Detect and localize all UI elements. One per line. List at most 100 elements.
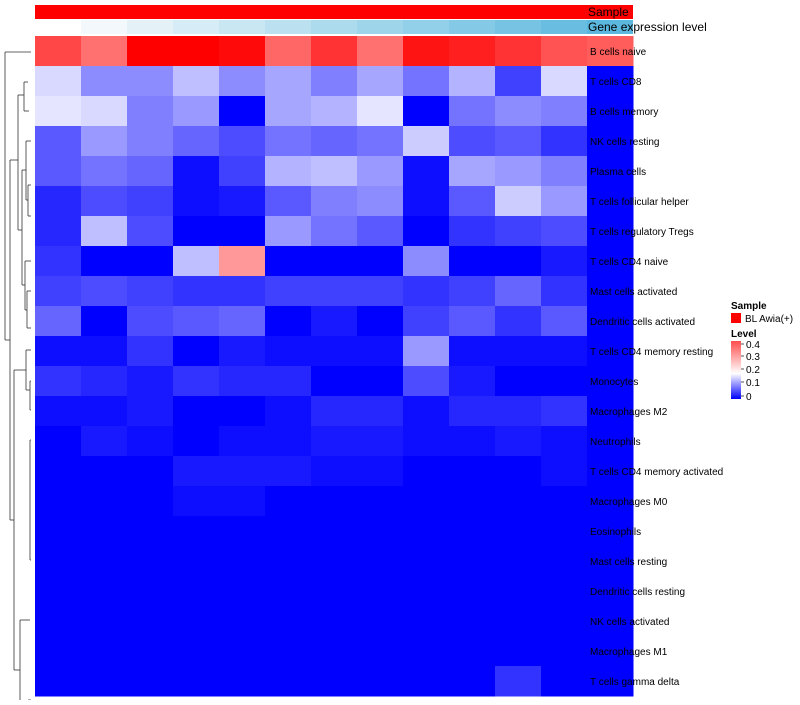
heatmap-cell (219, 606, 266, 637)
heatmap-cell (495, 126, 542, 157)
heatmap-cell (35, 276, 82, 307)
heatmap-cell (173, 606, 220, 637)
heatmap-cell (81, 156, 128, 187)
heatmap-cell (587, 486, 634, 517)
heatmap-cell (403, 216, 450, 247)
heatmap-cell (127, 36, 174, 67)
heatmap-cell (357, 546, 404, 577)
heatmap-cell (495, 606, 542, 637)
heatmap-cell (81, 606, 128, 637)
heatmap-cell (81, 576, 128, 607)
heatmap-cell (311, 426, 358, 457)
heatmap-cell (495, 366, 542, 397)
heatmap-cell (127, 426, 174, 457)
heatmap-cell (541, 36, 588, 67)
heatmap-cell (127, 636, 174, 667)
heatmap-cell (357, 486, 404, 517)
heatmap-cell (35, 576, 82, 607)
heatmap-cell (403, 426, 450, 457)
heatmap-cell (449, 36, 496, 67)
heatmap-cell (541, 66, 588, 97)
heatmap-cell (311, 486, 358, 517)
heatmap-cell (265, 486, 312, 517)
heatmap-cell (357, 36, 404, 67)
heatmap-cell (35, 396, 82, 427)
heatmap-cell (495, 546, 542, 577)
heatmap-cell (219, 216, 266, 247)
row-label: Neutrophils (590, 437, 641, 448)
heatmap-cell (449, 426, 496, 457)
heatmap-cell (173, 216, 220, 247)
heatmap-cell (311, 216, 358, 247)
heatmap-cell (495, 246, 542, 277)
heatmap-cell (81, 546, 128, 577)
heatmap-cell (541, 306, 588, 337)
heatmap-cell (219, 516, 266, 547)
heatmap-cell (541, 156, 588, 187)
sample-annotation-label: Sample (588, 5, 629, 19)
heatmap-cell (403, 606, 450, 637)
heatmap-cell (541, 546, 588, 577)
row-label: T cells CD8 (590, 77, 642, 88)
heatmap-cell (81, 246, 128, 277)
heatmap-cell (449, 486, 496, 517)
heatmap-cell (541, 456, 588, 487)
heatmap-cell (357, 96, 404, 127)
heatmap-cell (357, 456, 404, 487)
heatmap-cell (127, 456, 174, 487)
heatmap-cell (127, 366, 174, 397)
heatmap-cell (449, 216, 496, 247)
heatmap-cell (265, 546, 312, 577)
heatmap-cell (311, 396, 358, 427)
heatmap-cell (81, 396, 128, 427)
heatmap-cell (81, 186, 128, 217)
heatmap-cell (35, 336, 82, 367)
heatmap-cell (173, 396, 220, 427)
heatmap-cell (81, 126, 128, 157)
heatmap-cell (173, 246, 220, 277)
heatmap-cell (311, 546, 358, 577)
heatmap-cell (265, 306, 312, 337)
heatmap-cell (35, 546, 82, 577)
heatmap-cell (357, 216, 404, 247)
heatmap-cell (81, 96, 128, 127)
heatmap-cell (403, 126, 450, 157)
heatmap-cell (541, 666, 588, 697)
heatmap-cell (541, 126, 588, 157)
heatmap-cell (173, 36, 220, 67)
heatmap-cell (311, 366, 358, 397)
heatmap-cell (127, 666, 174, 697)
row-label: T cells CD4 memory activated (590, 467, 723, 478)
gene-annotation-cell (219, 20, 265, 34)
heatmap-cell (311, 246, 358, 277)
heatmap-cell (357, 336, 404, 367)
heatmap-cell (449, 246, 496, 277)
gene-annotation-label: Gene expression level (588, 20, 707, 34)
heatmap-cell (35, 126, 82, 157)
heatmap-cell (495, 216, 542, 247)
gene-annotation-cell (587, 20, 633, 34)
heatmap-cell (587, 276, 634, 307)
heatmap-cell (219, 156, 266, 187)
heatmap-cell (35, 456, 82, 487)
heatmap-cell (449, 546, 496, 577)
legend-tick-label: 0.3 (746, 352, 760, 363)
heatmap-cell (449, 306, 496, 337)
heatmap-cell (311, 666, 358, 697)
heatmap-cell (35, 606, 82, 637)
heatmap-cell (219, 426, 266, 457)
heatmap-cell (357, 306, 404, 337)
heatmap-cell (403, 576, 450, 607)
heatmap-cell (403, 366, 450, 397)
heatmap-cell (219, 186, 266, 217)
heatmap-cell (173, 156, 220, 187)
heatmap-cell (587, 156, 634, 187)
legend: Sample BL Awia(+) Level 0.40.3 0.2 0.1 0 (731, 301, 793, 403)
heatmap-cell (265, 576, 312, 607)
heatmap-cell (357, 246, 404, 277)
heatmap-cell (495, 186, 542, 217)
legend-sample-entry: BL Awia(+) (745, 314, 793, 325)
heatmap-cell (265, 216, 312, 247)
heatmap-cell (219, 576, 266, 607)
heatmap-cell (35, 486, 82, 517)
